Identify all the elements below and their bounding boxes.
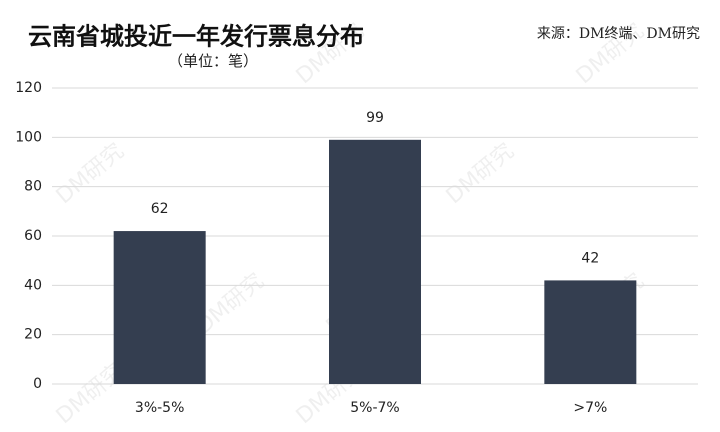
value-label: 42 (581, 250, 599, 266)
source-note: 来源：DM终端、DM研究 (537, 26, 700, 42)
y-tick-label: 0 (33, 376, 42, 392)
y-tick-label: 80 (24, 179, 42, 195)
x-tick-label: 3%-5% (135, 400, 184, 416)
chart-subtitle: （单位：笔） (168, 52, 258, 70)
value-label: 99 (366, 110, 384, 126)
x-tick-label: >7% (573, 400, 607, 416)
x-tick-label: 5%-7% (350, 400, 399, 416)
y-tick-label: 100 (15, 129, 42, 145)
chart-title: 云南省城投近一年发行票息分布 (28, 22, 364, 51)
bar (544, 280, 637, 384)
y-tick-label: 120 (15, 80, 42, 96)
value-label: 62 (151, 201, 169, 217)
y-tick-label: 60 (24, 228, 42, 244)
bar (329, 139, 421, 384)
y-tick-label: 20 (24, 327, 42, 343)
watermark: DM研究 (52, 139, 129, 210)
bar (113, 231, 206, 384)
watermark: DM研究 (442, 139, 519, 210)
y-tick-label: 40 (24, 277, 42, 293)
